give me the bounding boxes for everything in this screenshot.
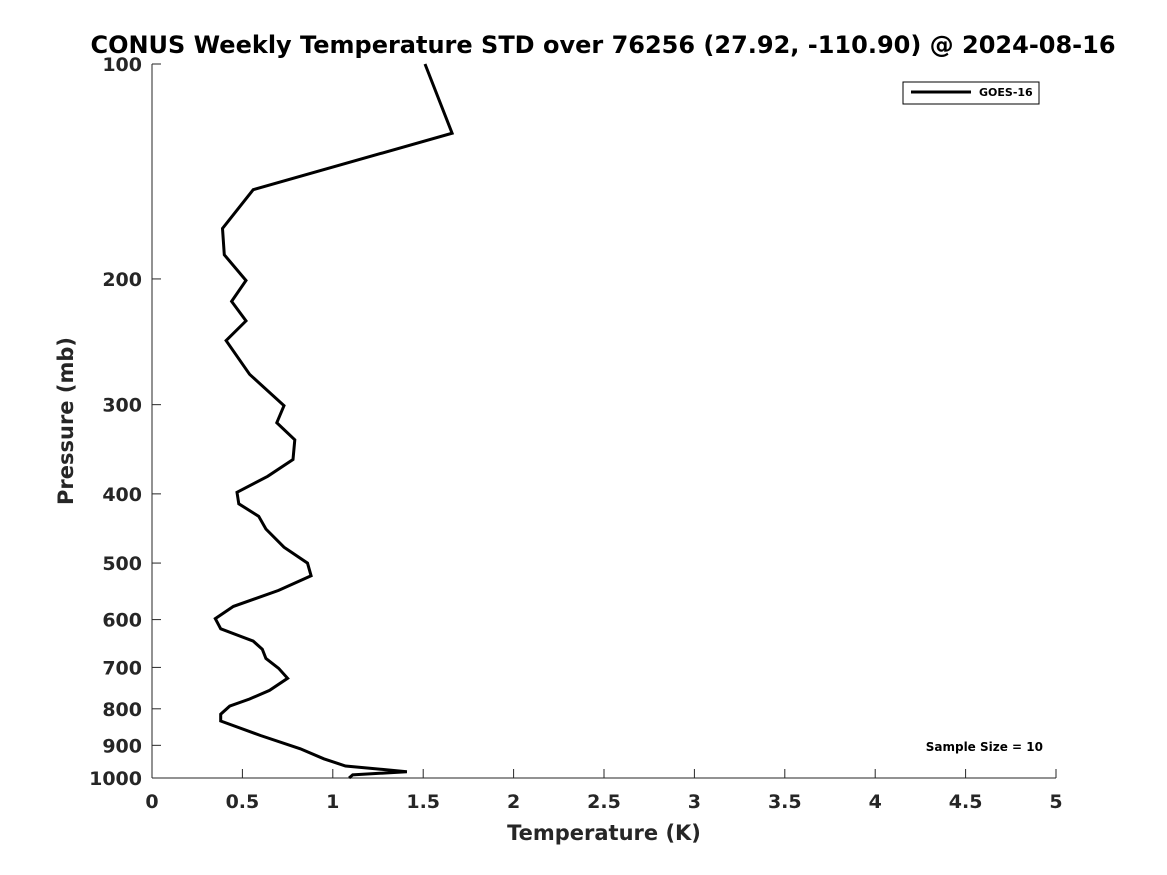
- x-tick-label: 0.5: [226, 791, 260, 813]
- plot-axes: [151, 64, 1056, 779]
- x-tick-label: 5: [1049, 791, 1062, 813]
- legend-label-goes-16: GOES-16: [979, 86, 1033, 99]
- x-tick-label: 1: [326, 791, 339, 813]
- x-tick-label: 1.5: [406, 791, 440, 813]
- y-tick-label: 1000: [89, 768, 142, 790]
- x-ticks: 0 0.5 1 1.5 2 2.5 3 3.5 4 4.5 5: [145, 769, 1063, 813]
- y-axis-label: Pressure (mb): [54, 337, 78, 505]
- x-tick-label: 2.5: [587, 791, 621, 813]
- legend: GOES-16: [902, 81, 1040, 105]
- x-axis-label: Temperature (K): [507, 821, 701, 845]
- series-layer: [213, 63, 455, 780]
- x-tick-label: 4: [869, 791, 882, 813]
- series-line-goes-16: [213, 63, 455, 780]
- y-tick-label: 800: [102, 699, 142, 721]
- y-tick-label: 200: [102, 269, 142, 291]
- sample-size-annotation: Sample Size = 10: [926, 740, 1043, 754]
- x-tick-label: 4.5: [949, 791, 983, 813]
- y-tick-label: 700: [102, 657, 142, 679]
- x-tick-label: 2: [507, 791, 520, 813]
- y-tick-label: 900: [102, 735, 142, 757]
- y-tick-label: 100: [102, 54, 142, 76]
- chart-title: CONUS Weekly Temperature STD over 76256 …: [90, 31, 1115, 59]
- y-tick-label: 600: [102, 610, 142, 632]
- y-tick-label: 400: [102, 484, 142, 506]
- x-tick-label: 3: [688, 791, 701, 813]
- y-tick-label: 500: [102, 553, 142, 575]
- y-tick-label: 300: [102, 395, 142, 417]
- y-ticks: 100 200 300 400 500 600 700 800 900 1000: [89, 54, 161, 790]
- x-tick-label: 3.5: [768, 791, 802, 813]
- x-tick-label: 0: [145, 791, 158, 813]
